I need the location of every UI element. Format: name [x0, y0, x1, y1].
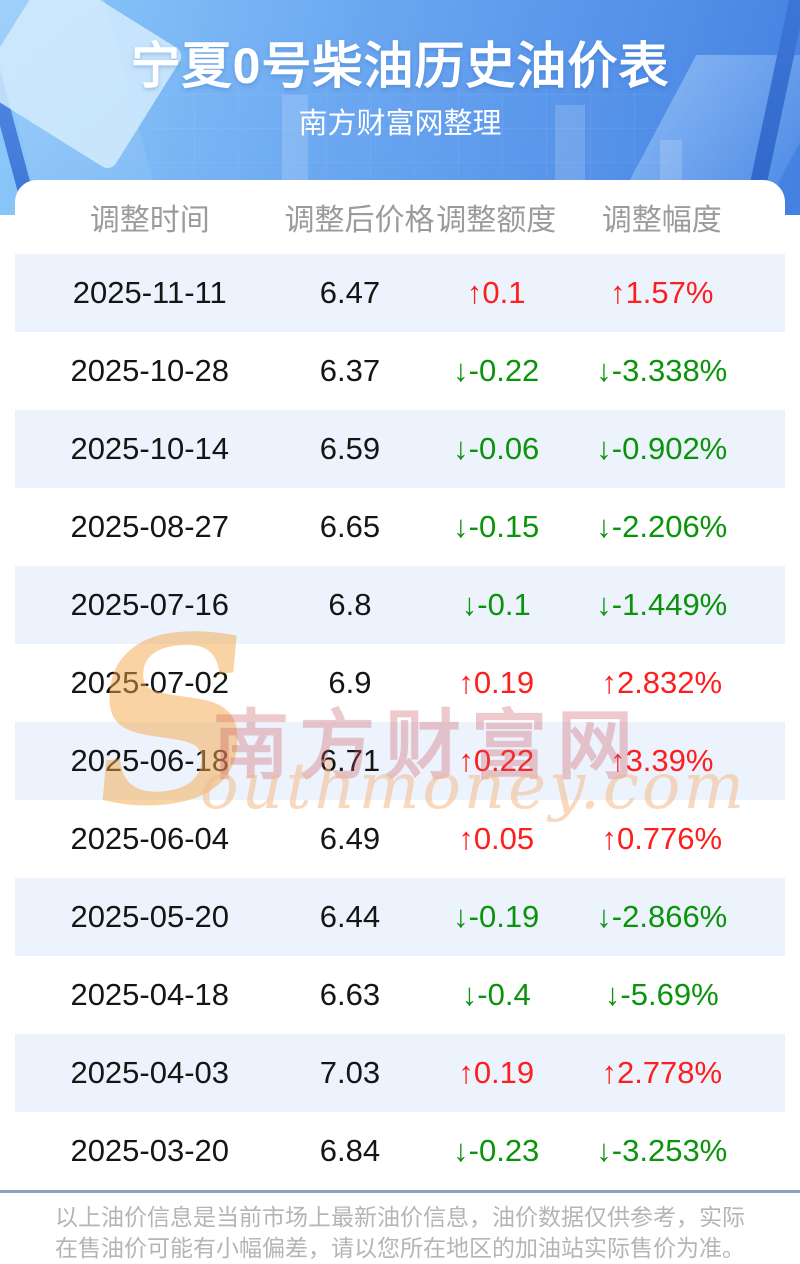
cell-adjust-percent: ↓-3.338%: [596, 353, 728, 388]
page-subtitle: 南方财富网整理: [298, 108, 502, 140]
table-row: 2025-04-18 6.63 ↓-0.4 ↓-5.69%: [15, 956, 785, 1034]
disclaimer-footer: 以上油价信息是当前市场上最新油价信息，油价数据仅供参考，实际 在售油价可能有小幅…: [0, 1190, 800, 1264]
cell-adjust-date: 2025-10-28: [70, 353, 230, 388]
cell-adjust-date: 2025-04-18: [70, 977, 230, 1012]
cell-adjust-percent: ↑2.778%: [601, 1055, 723, 1090]
cell-adjust-amount: ↑0.22: [458, 743, 535, 778]
cell-adjust-amount: ↓-0.22: [453, 353, 540, 388]
table-row: 2025-06-04 6.49 ↑0.05 ↑0.776%: [15, 800, 785, 878]
column-header-adjust-time: 调整时间: [89, 204, 210, 237]
table-row: 2025-03-20 6.84 ↓-0.23 ↓-3.253%: [15, 1112, 785, 1190]
cell-adjust-percent: ↓-2.206%: [596, 509, 728, 544]
cell-adjust-date: 2025-03-20: [70, 1133, 230, 1168]
table-header-row: 调整时间 调整后价格 调整额度 调整幅度: [15, 180, 785, 254]
cell-price: 6.59: [319, 431, 381, 466]
cell-adjust-amount: ↓-0.23: [453, 1133, 540, 1168]
cell-adjust-amount: ↑0.19: [458, 665, 535, 700]
cell-adjust-percent: ↑3.39%: [610, 743, 714, 778]
table-row: 2025-11-11 6.47 ↑0.1 ↑1.57%: [15, 254, 785, 332]
cell-adjust-percent: ↑0.776%: [601, 821, 723, 856]
page-title: 宁夏0号柴油历史油价表: [130, 38, 670, 94]
cell-adjust-percent: ↑1.57%: [610, 275, 714, 310]
price-table-card: 调整时间 调整后价格 调整额度 调整幅度 2025-11-11 6.47 ↑0.1 ↑…: [15, 180, 785, 1190]
table-row: 2025-06-18 6.71 ↑0.22 ↑3.39%: [15, 722, 785, 800]
cell-adjust-percent: ↓-5.69%: [604, 977, 719, 1012]
cell-adjust-amount: ↑0.1: [466, 275, 526, 310]
table-body: 2025-11-11 6.47 ↑0.1 ↑1.57% 2025-10-28 6.37 ↓-…: [15, 254, 785, 1190]
cell-price: 6.49: [319, 821, 381, 856]
cell-adjust-amount: ↓-0.06: [453, 431, 540, 466]
cell-adjust-date: 2025-08-27: [70, 509, 230, 544]
disclaimer-line-1: 以上油价信息是当前市场上最新油价信息，油价数据仅供参考，实际: [55, 1204, 745, 1230]
cell-price: 6.44: [319, 899, 381, 934]
cell-adjust-date: 2025-06-04: [70, 821, 230, 856]
cell-adjust-percent: ↓-1.449%: [596, 587, 728, 622]
cell-adjust-date: 2025-04-03: [70, 1055, 230, 1090]
cell-adjust-percent: ↑2.832%: [601, 665, 723, 700]
table-row: 2025-04-03 7.03 ↑0.19 ↑2.778%: [15, 1034, 785, 1112]
table-row: 2025-05-20 6.44 ↓-0.19 ↓-2.866%: [15, 878, 785, 956]
cell-price: 6.47: [319, 275, 381, 310]
column-header-adjust-range: 调整幅度: [601, 204, 722, 237]
table-row: 2025-10-14 6.59 ↓-0.06 ↓-0.902%: [15, 410, 785, 488]
cell-price: 6.8: [328, 587, 372, 622]
cell-adjust-percent: ↓-0.902%: [596, 431, 728, 466]
column-header-price-after: 调整后价格: [284, 204, 435, 237]
decorative-candlestick: [282, 95, 308, 190]
cell-adjust-percent: ↓-2.866%: [596, 899, 728, 934]
table-row: 2025-08-27 6.65 ↓-0.15 ↓-2.206%: [15, 488, 785, 566]
cell-adjust-date: 2025-07-16: [70, 587, 230, 622]
cell-adjust-amount: ↓-0.1: [461, 587, 531, 622]
cell-adjust-amount: ↓-0.15: [453, 509, 540, 544]
table-row: 2025-10-28 6.37 ↓-0.22 ↓-3.338%: [15, 332, 785, 410]
cell-price: 6.63: [319, 977, 381, 1012]
cell-adjust-percent: ↓-3.253%: [596, 1133, 728, 1168]
cell-price: 6.37: [319, 353, 381, 388]
cell-adjust-date: 2025-07-02: [70, 665, 230, 700]
cell-price: 6.71: [319, 743, 381, 778]
cell-price: 6.65: [319, 509, 381, 544]
cell-adjust-amount: ↓-0.19: [453, 899, 540, 934]
table-row: 2025-07-16 6.8 ↓-0.1 ↓-1.449%: [15, 566, 785, 644]
cell-adjust-amount: ↓-0.4: [461, 977, 531, 1012]
cell-adjust-date: 2025-11-11: [72, 275, 227, 310]
cell-price: 6.84: [319, 1133, 381, 1168]
cell-price: 6.9: [328, 665, 372, 700]
cell-adjust-date: 2025-10-14: [70, 431, 230, 466]
cell-adjust-amount: ↑0.19: [458, 1055, 535, 1090]
hero-banner: 宁夏0号柴油历史油价表 南方财富网整理: [0, 0, 800, 215]
cell-price: 7.03: [319, 1055, 381, 1090]
cell-adjust-amount: ↑0.05: [458, 821, 535, 856]
disclaimer-line-2: 在售油价可能有小幅偏差，请以您所在地区的加油站实际售价为准。: [55, 1235, 745, 1261]
table-row: 2025-07-02 6.9 ↑0.19 ↑2.832%: [15, 644, 785, 722]
column-header-adjust-amount: 调整额度: [436, 204, 557, 237]
cell-adjust-date: 2025-06-18: [70, 743, 230, 778]
decorative-candlestick: [555, 105, 585, 190]
cell-adjust-date: 2025-05-20: [70, 899, 230, 934]
